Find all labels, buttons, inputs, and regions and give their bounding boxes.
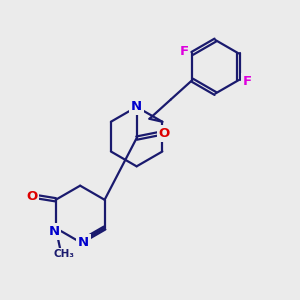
Text: F: F (179, 45, 188, 58)
Text: N: N (131, 100, 142, 113)
Text: O: O (26, 190, 38, 203)
Text: CH₃: CH₃ (53, 249, 74, 259)
Text: O: O (159, 127, 170, 140)
Text: N: N (78, 236, 89, 249)
Text: N: N (49, 225, 60, 238)
Text: F: F (243, 75, 252, 88)
